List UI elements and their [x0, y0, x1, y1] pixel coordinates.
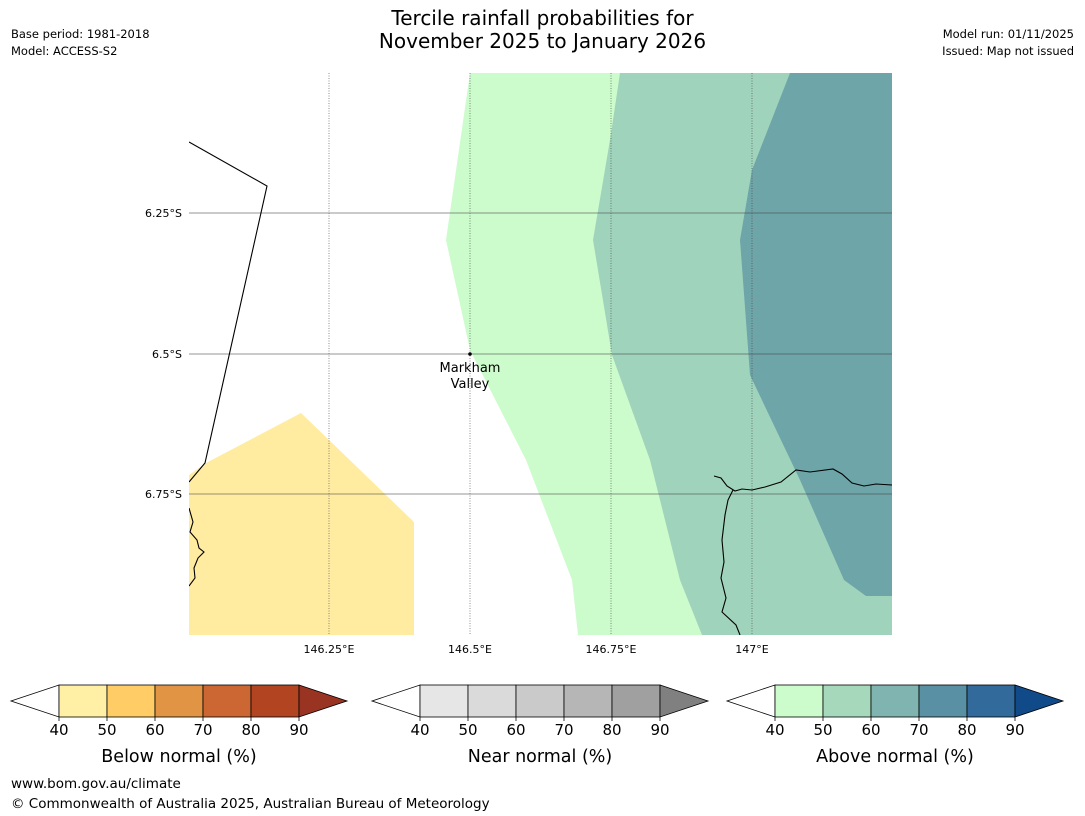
- river: [720, 489, 741, 635]
- colorbar-title: Above normal (%): [816, 747, 974, 767]
- map-title: Tercile rainfall probabilities for Novem…: [0, 7, 1085, 53]
- colorbar-tick-label: 60: [861, 721, 880, 739]
- lat-tick: 6.5°S: [152, 348, 182, 361]
- colorbar-tick-label: 50: [458, 721, 477, 739]
- colorbar-below-normal: 40 50 60 70 80 90 Below normal (%): [9, 684, 349, 767]
- colorbar-segment: [202, 684, 252, 718]
- meta-right: Model run: 01/11/2025 Issued: Map not is…: [942, 26, 1074, 60]
- place-label: Valley: [451, 377, 490, 392]
- title-line-1: Tercile rainfall probabilities for: [391, 6, 694, 30]
- colorbar-segment: [419, 684, 469, 718]
- colorbar-near-normal: 40 50 60 70 80 90 Near normal (%): [370, 684, 710, 767]
- colorbar-tick-label: 50: [813, 721, 832, 739]
- colorbar-above-normal: 40 50 60 70 80 90 Above normal (%): [725, 684, 1065, 767]
- colorbar-tick-label: 70: [909, 721, 928, 739]
- place-label: Markham: [440, 361, 501, 376]
- coastline-east: [713, 468, 892, 492]
- lon-tick: 146.25°E: [304, 643, 355, 656]
- markham-valley-marker: [468, 352, 472, 356]
- model-name: Model: ACCESS-S2: [11, 44, 118, 58]
- colorbar-title: Below normal (%): [101, 747, 256, 767]
- colorbar-segment: [966, 684, 1016, 718]
- model-run: Model run: 01/11/2025: [942, 27, 1074, 41]
- colorbar-tick-label: 90: [289, 721, 308, 739]
- colorbar-extend-low: [9, 684, 60, 718]
- colorbar-segment: [515, 684, 565, 718]
- lon-tick: 146.75°E: [586, 643, 637, 656]
- colorbar-segment: [467, 684, 517, 718]
- map-area: [189, 73, 892, 635]
- colorbar-segment: [563, 684, 613, 718]
- colorbar-extend-high: [1014, 684, 1065, 718]
- above-normal-60-region: [740, 73, 892, 596]
- colorbar-tick-label: 60: [506, 721, 525, 739]
- colorbar-segment: [611, 684, 661, 718]
- below-normal-region: [189, 413, 414, 635]
- colorbar-tick-label: 80: [602, 721, 621, 739]
- colorbar-segment: [822, 684, 872, 718]
- colorbar-segment: [58, 684, 108, 718]
- footer: www.bom.gov.au/climate © Commonwealth of…: [11, 774, 490, 814]
- colorbar-tick-label: 40: [765, 721, 784, 739]
- colorbar-tick-label: 70: [193, 721, 212, 739]
- border-line: [189, 141, 268, 483]
- colorbar-extend-high: [659, 684, 710, 718]
- lat-tick: 6.75°S: [145, 488, 182, 501]
- colorbar-tick-label: 40: [410, 721, 429, 739]
- colorbar-tick-label: 90: [650, 721, 669, 739]
- colorbar-extend-low: [725, 684, 776, 718]
- colorbar-tick-label: 40: [49, 721, 68, 739]
- colorbar-tick-label: 70: [554, 721, 573, 739]
- footer-copyright: © Commonwealth of Australia 2025, Austra…: [11, 796, 490, 812]
- coastline-west: [189, 507, 205, 587]
- colorbar-segment: [918, 684, 968, 718]
- colorbar-tick-label: 80: [957, 721, 976, 739]
- meta-left: Base period: 1981-2018 Model: ACCESS-S2: [11, 26, 150, 60]
- colorbar-tick-label: 80: [241, 721, 260, 739]
- colorbar-extend-high: [298, 684, 349, 718]
- colorbar-segment: [774, 684, 824, 718]
- colorbar-segment: [106, 684, 156, 718]
- footer-url: www.bom.gov.au/climate: [11, 776, 181, 792]
- issued-status: Issued: Map not issued: [942, 44, 1074, 58]
- colorbar-segment: [154, 684, 204, 718]
- colorbar-tick-label: 60: [145, 721, 164, 739]
- base-period: Base period: 1981-2018: [11, 27, 150, 41]
- colorbar-tick-label: 90: [1005, 721, 1024, 739]
- coastlines: [189, 141, 892, 635]
- colorbar-segment: [250, 684, 300, 718]
- colorbar-tick-label: 50: [97, 721, 116, 739]
- colorbar-segment: [870, 684, 920, 718]
- lat-tick: 6.25°S: [145, 207, 182, 220]
- colorbar-title: Near normal (%): [468, 747, 613, 767]
- lon-tick: 147°E: [735, 643, 768, 656]
- title-line-2: November 2025 to January 2026: [378, 29, 707, 53]
- lon-tick: 146.5°E: [448, 643, 492, 656]
- colorbar-extend-low: [370, 684, 421, 718]
